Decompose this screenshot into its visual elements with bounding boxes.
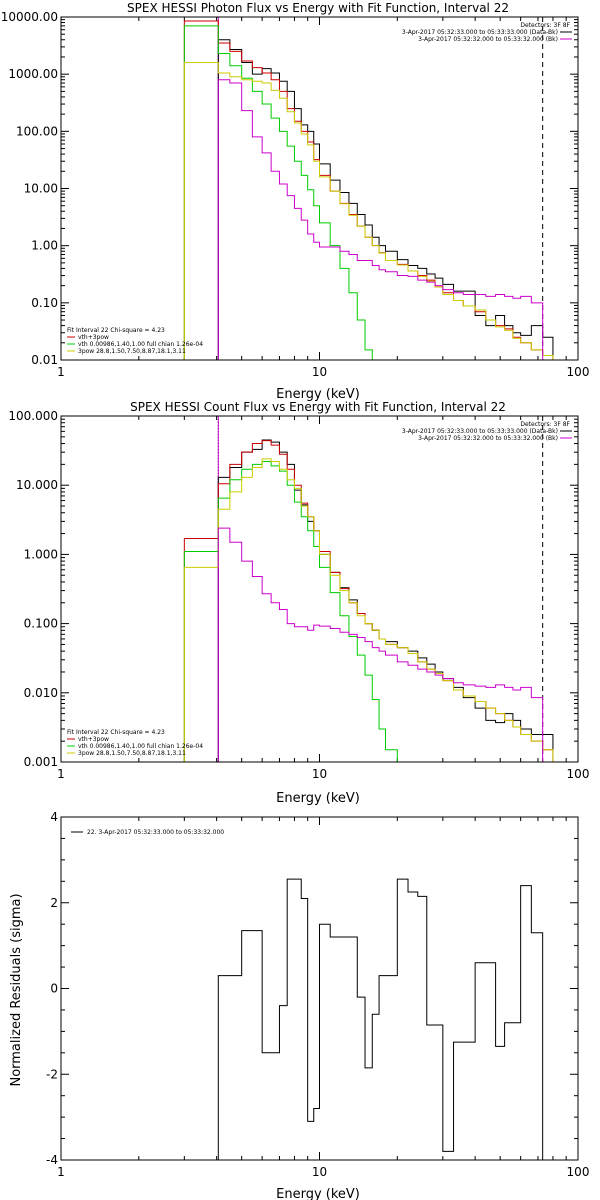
x-tick-label: 1 — [57, 767, 65, 781]
x-tick-label: 100 — [567, 767, 590, 781]
panel-title: SPEX HESSI Count Flux vs Energy with Fit… — [130, 400, 506, 414]
legend-entry: 3pow 28.8,1.50,7.50,8.87,18.1,3.11 — [78, 750, 186, 757]
y-tick-label: 0.010 — [24, 686, 58, 700]
residuals-panel: Energy (keV) Normalized Residuals (sigma… — [9, 810, 589, 1200]
series-3pow — [183, 62, 564, 361]
legend-entry: 3-Apr-2017 05:32:33.000 to 05:33:33.000 … — [402, 29, 558, 36]
x-tick-label: 1 — [57, 365, 65, 379]
y-tick-label: -2 — [46, 1067, 58, 1081]
x-tick-label: 100 — [567, 1165, 590, 1179]
x-axis-label: Energy (keV) — [276, 1187, 360, 1200]
legend-entry: Detectors: 3F 8F — [520, 421, 570, 428]
y-tick-label: 4 — [50, 810, 58, 824]
photon-flux-panel: SPEX HESSI Photon Flux vs Energy with Fi… — [1, 1, 590, 402]
series-vth — [183, 461, 398, 762]
legend-entry: Detectors: 3F 8F — [520, 22, 570, 29]
series-bk — [217, 79, 553, 361]
x-tick-label: 1 — [57, 1165, 65, 1179]
series-data-bk — [217, 39, 554, 360]
y-tick-label: 10000.00 — [1, 10, 58, 24]
panel-title: SPEX HESSI Photon Flux vs Energy with Fi… — [127, 1, 509, 15]
x-tick-label: 10 — [312, 767, 327, 781]
legend-entry: 3pow 28.8,1.50,7.50,8.87,18.1,3.11 — [78, 348, 186, 355]
x-axis-label: Energy (keV) — [276, 387, 360, 402]
legend-entry: Fit Interval 22 Chi-square = 4.23 — [67, 327, 165, 334]
y-tick-label: 0 — [50, 982, 58, 996]
y-tick-label: -4 — [46, 1153, 58, 1167]
y-tick-label: 1.000 — [24, 547, 58, 561]
series-3pow — [183, 458, 564, 763]
y-tick-label: 100.000 — [8, 409, 58, 423]
x-tick-label: 10 — [312, 1165, 327, 1179]
legend-entry: 3-Apr-2017 05:32:32.000 to 05:33:32.000 … — [418, 435, 558, 442]
y-tick-label: 0.01 — [31, 353, 58, 367]
count-flux-panel: SPEX HESSI Count Flux vs Energy with Fit… — [8, 400, 589, 806]
y-axis-label: Normalized Residuals (sigma) — [9, 893, 24, 1086]
y-tick-label: 10.00 — [24, 182, 58, 196]
y-tick-label: 2 — [50, 896, 58, 910]
series-vth — [183, 25, 373, 360]
legend-entry: vth+3pow — [78, 736, 109, 743]
legend-entry: vth 0.00986,1.40,1.00 full chian 1.26e-0… — [78, 341, 203, 348]
legend-entry: Fit Interval 22 Chi-square = 4.23 — [67, 729, 165, 736]
legend-entry: 3-Apr-2017 05:32:33.000 to 05:33:33.000 … — [402, 428, 558, 435]
plot-frame — [60, 16, 579, 361]
series-bk — [217, 527, 553, 763]
y-tick-label: 0.10 — [31, 296, 58, 310]
x-axis-label: Energy (keV) — [276, 791, 360, 806]
y-tick-label: 100.00 — [16, 124, 58, 138]
series-residuals — [217, 878, 544, 1160]
y-tick-label: 1000.00 — [8, 67, 58, 81]
y-tick-label: 10.000 — [16, 478, 58, 492]
legend-entry: 22. 3-Apr-2017 05:32:33.000 to 05:33:32.… — [87, 829, 224, 836]
plot-frame — [60, 415, 579, 763]
legend-entry: vth+3pow — [78, 334, 109, 341]
y-tick-label: 0.100 — [24, 617, 58, 631]
legend-entry: vth 0.00986,1.40,1.00 full chian 1.26e-0… — [78, 743, 203, 750]
x-tick-label: 100 — [567, 365, 590, 379]
plot-frame — [60, 816, 579, 1161]
y-tick-label: 0.001 — [24, 755, 58, 769]
x-tick-label: 10 — [312, 365, 327, 379]
legend-entry: 3-Apr-2017 05:32:32.000 to 05:33:32.000 … — [418, 36, 558, 43]
y-tick-label: 1.00 — [31, 239, 58, 253]
